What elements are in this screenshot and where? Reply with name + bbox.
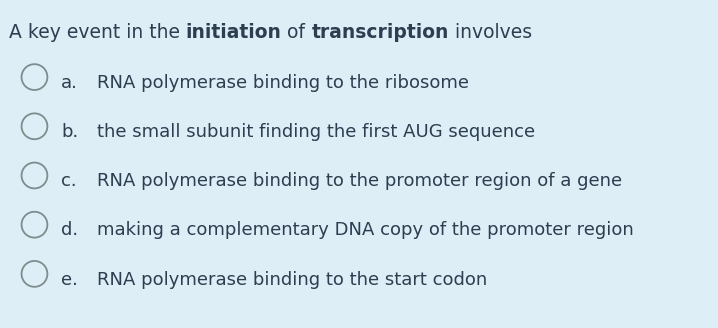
Text: involves: involves (449, 23, 532, 42)
Text: e.: e. (61, 271, 78, 289)
Text: a.: a. (61, 74, 78, 92)
Text: of: of (281, 23, 312, 42)
Text: c.: c. (61, 172, 77, 190)
Text: RNA polymerase binding to the promoter region of a gene: RNA polymerase binding to the promoter r… (97, 172, 622, 190)
Text: b.: b. (61, 123, 78, 141)
Text: d.: d. (61, 221, 78, 239)
Text: making a complementary DNA copy of the promoter region: making a complementary DNA copy of the p… (97, 221, 634, 239)
Text: RNA polymerase binding to the ribosome: RNA polymerase binding to the ribosome (97, 74, 469, 92)
Text: initiation: initiation (186, 23, 281, 42)
Text: the small subunit finding the first AUG sequence: the small subunit finding the first AUG … (97, 123, 535, 141)
Text: transcription: transcription (312, 23, 449, 42)
Text: RNA polymerase binding to the start codon: RNA polymerase binding to the start codo… (97, 271, 488, 289)
Text: A key event in the: A key event in the (9, 23, 186, 42)
